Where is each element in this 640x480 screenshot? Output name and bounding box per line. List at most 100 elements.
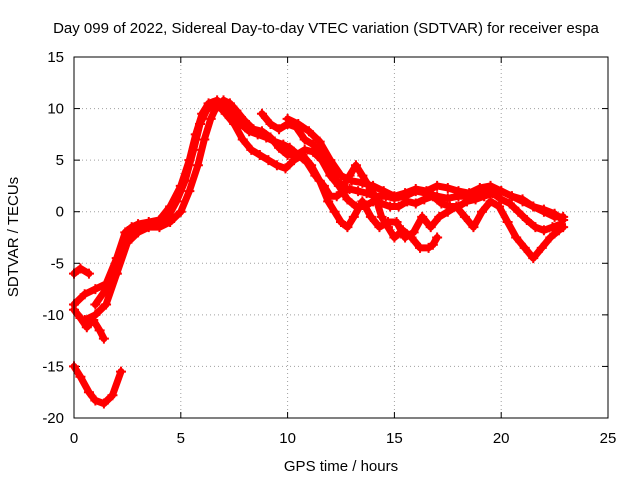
data-point: [444, 201, 455, 212]
data-point: [98, 333, 109, 344]
data-point: [528, 253, 539, 264]
data-point: [274, 124, 285, 135]
data-point: [90, 309, 101, 320]
data-point: [263, 155, 274, 166]
data-point: [299, 134, 310, 145]
data-point: [342, 194, 353, 205]
data-point: [365, 211, 376, 222]
data-point: [521, 214, 532, 225]
data-point: [385, 201, 396, 212]
data-point: [417, 211, 428, 222]
data-point: [370, 191, 381, 202]
data-point: [382, 222, 393, 233]
data-point: [248, 124, 259, 135]
data-point: [389, 191, 400, 202]
data-point: [462, 196, 473, 207]
data-point: [432, 180, 443, 191]
data-point: [246, 144, 257, 155]
data-point: [415, 242, 426, 253]
data-point: [485, 196, 496, 207]
data-point: [468, 222, 479, 233]
data-point: [254, 149, 265, 160]
data-point: [271, 160, 282, 171]
data-point: [231, 105, 242, 116]
data-point: [538, 225, 549, 236]
data-point: [357, 177, 368, 188]
data-point: [538, 204, 549, 215]
data-point: [101, 299, 112, 310]
data-point: [237, 134, 248, 145]
data-point: [400, 188, 411, 199]
data-point: [436, 198, 447, 209]
data-point: [479, 191, 490, 202]
data-point: [350, 201, 361, 212]
data-point: [336, 170, 346, 181]
axis-ticks: 0 5 10 15 20 25 -20 -15 -10 -5 0 5 10 15: [42, 49, 616, 447]
data-point: [549, 208, 560, 219]
data-point: [346, 175, 357, 186]
y-tick-label: 5: [56, 152, 64, 169]
data-point: [282, 149, 293, 160]
data-point: [476, 206, 487, 217]
data-point: [306, 160, 317, 171]
y-tick-label: -20: [42, 410, 64, 427]
data-point: [378, 186, 389, 197]
data-point: [205, 113, 216, 124]
data-point: [453, 201, 464, 212]
data-point: [368, 180, 379, 191]
y-tick-label: 15: [47, 49, 64, 66]
data-point: [545, 232, 556, 243]
data-point: [336, 217, 346, 228]
y-tick-label: -15: [42, 358, 64, 375]
series-trace-b: [69, 361, 126, 409]
data-point: [282, 113, 293, 124]
data-point: [81, 322, 92, 333]
plot-frame: [73, 56, 609, 419]
data-point: [511, 232, 522, 243]
y-tick-label: 10: [47, 101, 64, 118]
grid: [74, 57, 608, 418]
data-point: [348, 211, 359, 222]
data-marks: [69, 95, 569, 409]
data-point: [122, 237, 133, 248]
data-point: [485, 180, 496, 191]
data-point: [239, 115, 250, 126]
data-point: [506, 191, 517, 202]
data-point: [432, 232, 443, 243]
data-point: [502, 217, 513, 228]
x-tick-label: 15: [386, 430, 403, 447]
data-point: [494, 201, 505, 212]
data-point: [195, 119, 206, 130]
data-point: [353, 186, 364, 197]
data-point: [421, 186, 432, 197]
data-point: [256, 126, 267, 137]
data-point: [342, 222, 353, 233]
data-point: [442, 182, 453, 193]
data-point: [331, 175, 342, 186]
data-point: [536, 242, 547, 253]
y-tick-label: -10: [42, 307, 64, 324]
data-point: [558, 214, 569, 225]
data-point: [90, 284, 101, 295]
data-point: [331, 191, 342, 202]
data-point: [180, 175, 191, 186]
data-point: [519, 242, 530, 253]
data-point: [344, 184, 355, 195]
series-line: [81, 99, 567, 324]
data-point: [513, 206, 524, 217]
data-point: [75, 371, 86, 382]
data-point: [459, 211, 470, 222]
y-tick-label: 0: [56, 204, 64, 221]
data-point: [329, 206, 340, 217]
x-tick-label: 10: [279, 430, 296, 447]
data-point: [530, 222, 541, 233]
data-point: [201, 105, 212, 116]
data-point: [256, 108, 267, 119]
data-point: [224, 98, 235, 109]
data-point: [274, 142, 285, 153]
data-point: [434, 211, 445, 222]
data-point: [265, 132, 276, 143]
data-point: [165, 217, 176, 228]
data-point: [338, 180, 349, 191]
